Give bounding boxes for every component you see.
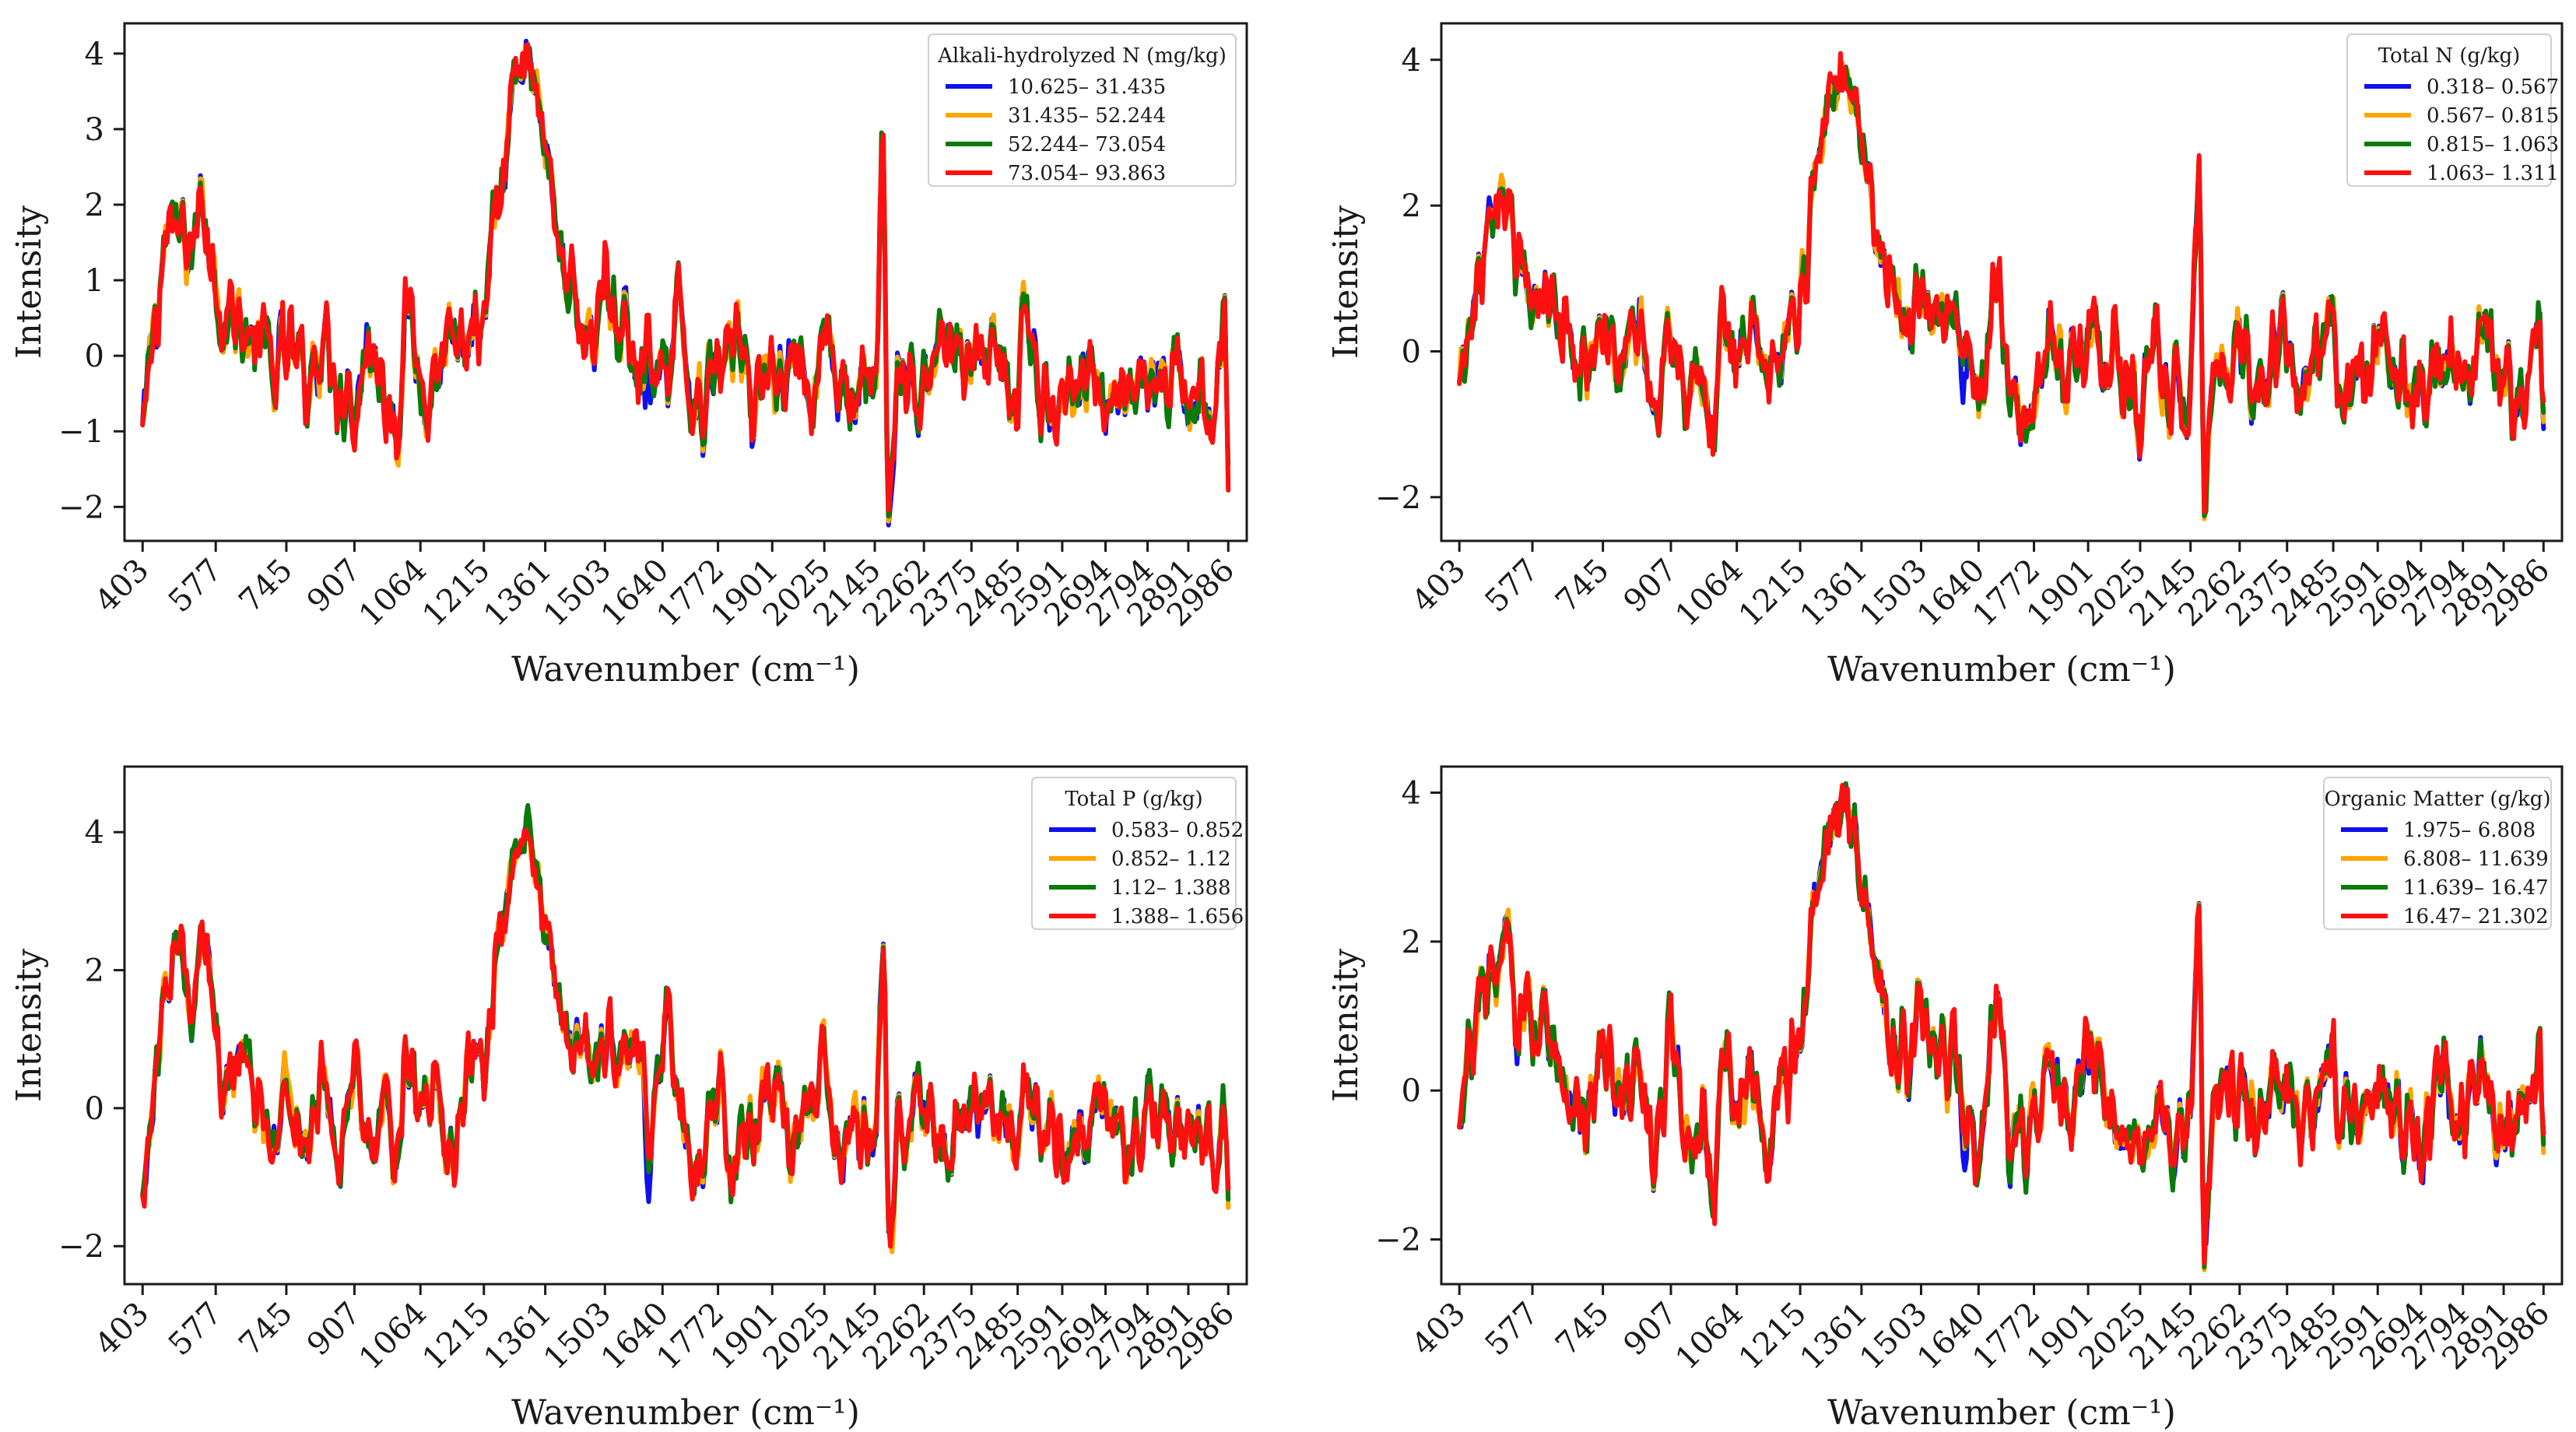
axes-frame [1440,22,2564,542]
y-tick-label: −1 [58,414,104,450]
y-tick-label: −2 [58,490,104,525]
y-tick-label: 1 [85,263,104,299]
y-tick-label: −2 [58,1229,104,1265]
axes-frame [123,22,1248,542]
legend-title: Total P (g/kg) [1065,788,1202,811]
legend-entry-label: 1.063– 1.311 [2427,162,2559,185]
y-axis-label: Intensity [1326,205,1366,359]
y-tick-label: 0 [85,339,104,374]
legend-entry-label: 52.244– 73.054 [1008,133,1166,156]
legend-entry-label: 0.318– 0.567 [2427,75,2559,99]
y-axis-label: Intensity [9,949,49,1102]
plot-area [1457,781,2546,1272]
y-tick-label: −2 [1375,480,1421,516]
legend-entry-label: 31.435– 52.244 [1008,104,1166,128]
legend-box [2323,777,2552,930]
legend-entry-label: 1.388– 1.656 [1111,905,1244,928]
plot-area [140,38,1231,528]
plot-area [1457,51,2546,521]
legend-entry-label: 73.054– 93.863 [1008,162,1166,185]
legend-title: Alkali-hydrolyzed N (mg/kg) [937,44,1227,68]
legend-entry-label: 0.567– 0.815 [2427,104,2559,128]
y-tick-label: 0 [1402,1073,1421,1109]
y-axis-label: Intensity [1326,949,1366,1102]
y-tick-label: 2 [1402,188,1421,224]
x-axis-label: Wavenumber (cm⁻¹) [1827,650,2176,690]
y-tick-label: 3 [85,112,104,148]
legend-entry-label: 0.583– 0.852 [1111,819,1244,842]
series-line-4 [140,827,1231,1249]
legend-entry-label: 1.12– 1.388 [1111,876,1231,900]
y-tick-label: 2 [1402,925,1421,960]
legend: Total P (g/kg) 0.583– 0.852 0.852– 1.12 1.1… [1031,777,1244,930]
y-tick-label: 4 [85,37,104,72]
y-tick-label: −2 [1375,1223,1421,1258]
axes-frame [1440,765,2564,1286]
series-line-4 [140,42,1231,513]
x-axis-label: Wavenumber (cm⁻¹) [511,1393,860,1432]
legend-entry-label: 0.852– 1.12 [1111,848,1231,871]
legend-entry-label: 10.625– 31.435 [1008,75,1166,99]
legend-entry-label: 16.47– 21.302 [2403,905,2549,928]
legend-entry-label: 11.639– 16.47 [2403,876,2549,900]
legend-box [2346,33,2552,187]
y-tick-label: 2 [85,953,104,989]
x-axis-label: Wavenumber (cm⁻¹) [511,650,860,690]
axes-frame [123,765,1248,1286]
legend-box [1031,777,1237,930]
y-tick-label: 4 [1402,775,1421,811]
y-tick-label: 4 [85,815,104,851]
x-axis-label: Wavenumber (cm⁻¹) [1827,1393,2176,1432]
legend-title: Total N (g/kg) [2378,44,2521,68]
y-tick-label: 0 [85,1091,104,1127]
plot-area [140,802,1231,1255]
legend: Total N (g/kg) 0.318– 0.567 0.567– 0.815 0.… [2346,33,2559,187]
series-line-4 [1457,782,2546,1266]
legend-title: Organic Matter (g/kg) [2325,788,2551,811]
legend-entry-label: 1.975– 6.808 [2403,819,2536,842]
legend-entry-label: 6.808– 11.639 [2403,848,2549,871]
y-tick-label: 2 [85,188,104,223]
legend-box [928,33,1237,187]
legend-entry-label: 0.815– 1.063 [2427,133,2559,156]
series-line-4 [1457,51,2546,514]
y-tick-label: 0 [1402,334,1421,370]
legend: Organic Matter (g/kg) 1.975– 6.808 6.808– … [2323,777,2552,930]
y-axis-label: Intensity [9,205,49,359]
y-tick-label: 4 [1402,43,1421,79]
legend: Alkali-hydrolyzed N (mg/kg) 10.625– 31.43… [928,33,1237,187]
